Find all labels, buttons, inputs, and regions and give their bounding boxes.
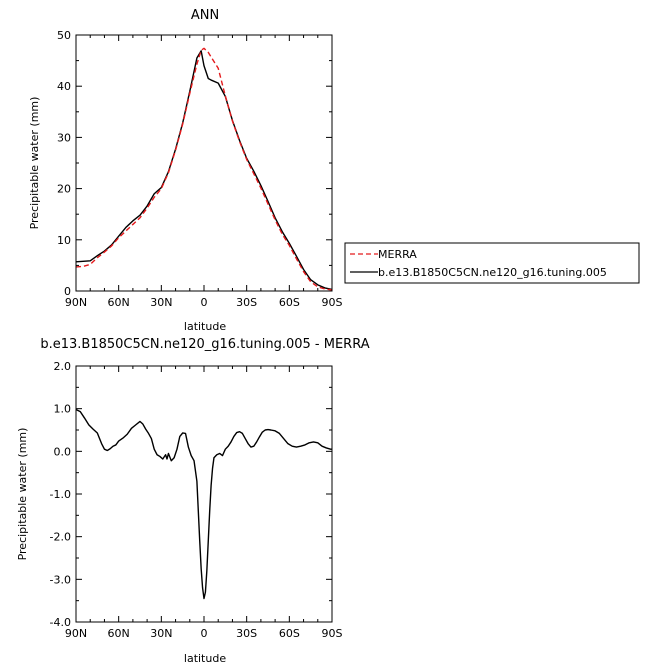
top-panel: ANN Precipitable water (mm) latitude 90N… [28,8,343,333]
bottom-series-line-0 [75,408,332,600]
bottom-x-tick-label: 0 [201,627,208,640]
bottom-y-tick-label: 0.0 [54,445,72,458]
top-x-tick-label: 90S [322,296,343,309]
top-y-tick-label: 50 [57,29,71,42]
top-y-tick-label: 10 [57,234,71,247]
top-y-tick-label: 0 [64,285,71,298]
bottom-y-tick-label: -2.0 [50,531,71,544]
top-x-tick-label: 30N [150,296,172,309]
top-x-tick-label: 60N [108,296,130,309]
legend-box [344,242,640,284]
top-chart-title: ANN [191,8,219,23]
bottom-x-tick-label: 30N [150,627,172,640]
top-y-axis-label: Precipitable water (mm) [28,97,41,230]
legend-label-merra: MERRA [378,248,417,261]
top-series-line-0 [75,47,333,291]
bottom-y-axis-label: Precipitable water (mm) [16,428,29,561]
top-y-tick-label: 20 [57,183,71,196]
bottom-x-axis-label: latitude [184,652,226,665]
top-series-line-1 [75,50,333,291]
top-x-tick-label: 0 [201,296,208,309]
bottom-plot-frame [75,365,333,623]
bottom-x-tick-label: 90N [65,627,87,640]
bottom-x-tick-label: 60N [108,627,130,640]
legend: MERRA b.e13.B1850C5CN.ne120_g16.tuning.0… [344,242,640,284]
bottom-x-tick-label: 90S [322,627,343,640]
top-x-axis-label: latitude [184,320,226,333]
bottom-y-tick-label: 2.0 [54,360,72,373]
top-x-tick-label: 30S [236,296,257,309]
top-y-tick-label: 30 [57,131,71,144]
bottom-y-tick-label: -3.0 [50,573,71,586]
legend-label-model: b.e13.B1850C5CN.ne120_g16.tuning.005 [378,266,607,279]
top-x-tick-label: 90N [65,296,87,309]
top-plot-frame [75,34,333,292]
bottom-y-tick-label: -1.0 [50,488,71,501]
bottom-y-tick-label: 1.0 [54,403,72,416]
top-y-tick-label: 40 [57,80,71,93]
bottom-panel: b.e13.B1850C5CN.ne120_g16.tuning.005 - M… [16,337,370,665]
top-x-tick-label: 60S [279,296,300,309]
bottom-x-tick-label: 60S [279,627,300,640]
bottom-chart-title: b.e13.B1850C5CN.ne120_g16.tuning.005 - M… [40,337,369,352]
bottom-y-tick-label: -4.0 [50,616,71,629]
bottom-x-tick-label: 30S [236,627,257,640]
